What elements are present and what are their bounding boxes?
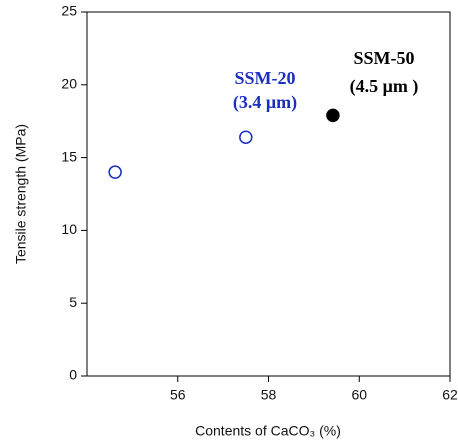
annotation: (4.5 μm ) bbox=[350, 76, 419, 97]
x-tick-label: 62 bbox=[442, 387, 458, 403]
y-tick-label: 0 bbox=[69, 367, 77, 383]
annotation: (3.4 μm) bbox=[233, 92, 297, 113]
y-tick-label: 10 bbox=[61, 221, 77, 237]
y-tick-label: 25 bbox=[61, 3, 77, 19]
y-axis-label: Tensile strength (MPa) bbox=[13, 124, 29, 264]
y-tick-label: 20 bbox=[61, 76, 77, 92]
annotation: SSM-20 bbox=[234, 68, 295, 88]
x-tick-label: 58 bbox=[261, 387, 277, 403]
x-tick-label: 60 bbox=[351, 387, 367, 403]
y-tick-label: 15 bbox=[61, 148, 77, 164]
point bbox=[326, 108, 340, 123]
y-tick-label: 5 bbox=[69, 294, 77, 310]
annotation: SSM-50 bbox=[353, 48, 414, 68]
point bbox=[239, 130, 253, 144]
point bbox=[108, 165, 122, 179]
x-axis-label: Contents of CaCO₃ (%) bbox=[195, 423, 341, 439]
x-tick-label: 56 bbox=[170, 387, 186, 403]
